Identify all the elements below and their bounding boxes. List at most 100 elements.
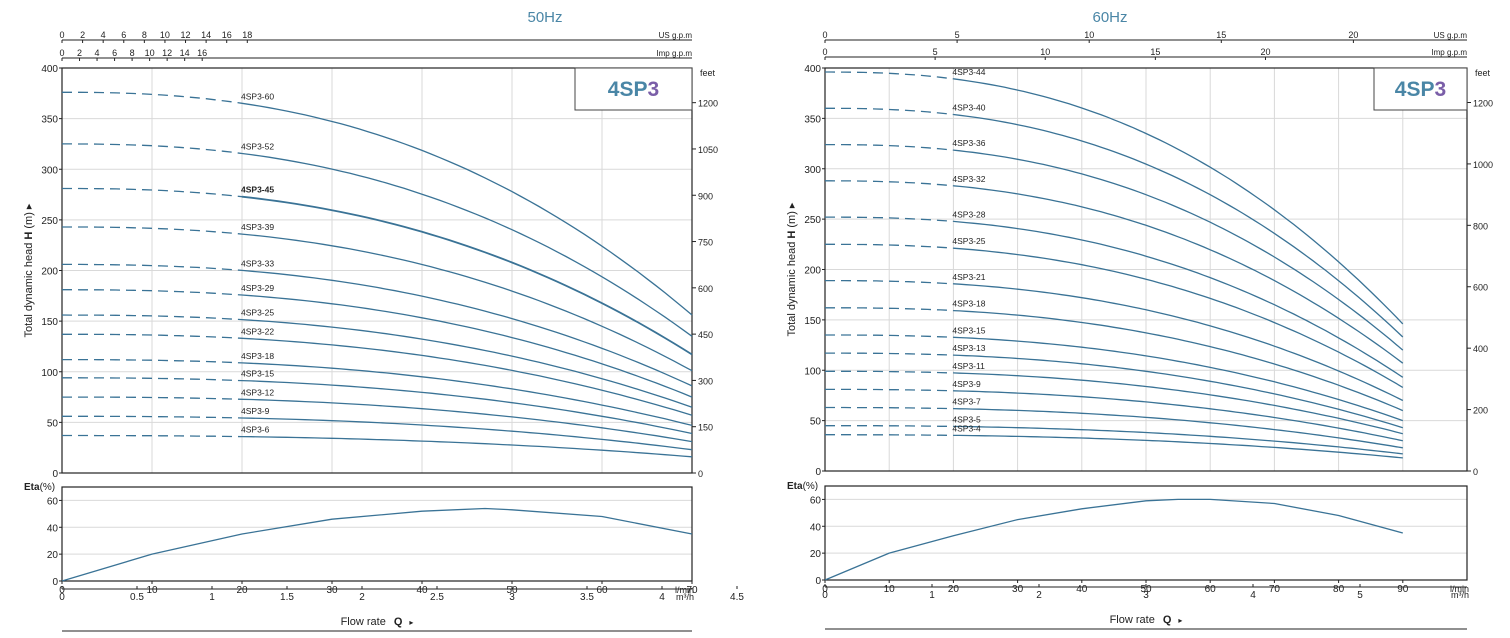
curve-dashed-4sp3-33 bbox=[62, 263, 243, 272]
curve-dashed-4sp3-15 bbox=[825, 334, 954, 338]
curve-4sp3-7 bbox=[953, 407, 1403, 449]
us-gpm-tick-label: 8 bbox=[142, 30, 147, 40]
curve-4sp3-25 bbox=[241, 318, 693, 408]
curve-dashed-4sp3-44 bbox=[825, 71, 954, 80]
curve-4sp3-25 bbox=[953, 247, 1404, 388]
feet-tick-label: 1200 bbox=[698, 99, 718, 109]
feet-tick-label: 600 bbox=[1473, 283, 1488, 293]
y-tick-label: 50 bbox=[810, 417, 822, 428]
curve-label-4sp3-12: 4SP3-12 bbox=[241, 387, 274, 397]
curve-4sp3-5 bbox=[953, 425, 1403, 455]
imp-gpm-tick-label: 5 bbox=[933, 47, 938, 57]
lmin-tick-label: 40 bbox=[1076, 584, 1088, 595]
curve-dashed-4sp3-22 bbox=[62, 333, 243, 339]
x-axis-label: Flow rate Q ▸ bbox=[341, 616, 414, 628]
eta-tick-label: 40 bbox=[47, 523, 59, 534]
us-gpm-tick-label: 4 bbox=[101, 30, 106, 40]
imp-gpm-tick-label: 12 bbox=[162, 48, 172, 58]
m3h-tick-label: 2 bbox=[359, 592, 365, 603]
lmin-tick-label: 40 bbox=[416, 585, 428, 596]
curve-4sp3-45 bbox=[241, 195, 693, 356]
m3h-tick-label: 0 bbox=[59, 592, 65, 603]
curve-dashed-4sp3-21 bbox=[825, 279, 954, 285]
us-gpm-tick-label: 10 bbox=[1084, 30, 1094, 40]
y-tick-label: 150 bbox=[41, 317, 58, 328]
x-axis-arrow: ▸ bbox=[409, 618, 413, 627]
eta-tick-label: 40 bbox=[810, 522, 822, 533]
us-gpm-label: US g.p.m bbox=[1434, 31, 1468, 40]
efficiency-curve bbox=[824, 498, 1403, 581]
curve-4sp3-21 bbox=[953, 283, 1404, 402]
eta-axis-label-unit: (%) bbox=[40, 482, 56, 493]
model-logo-box bbox=[1373, 67, 1468, 111]
lmin-tick-label: 60 bbox=[1205, 584, 1217, 595]
curve-dashed-4sp3-25 bbox=[61, 314, 243, 321]
curve-dashed-4sp3-13 bbox=[825, 352, 954, 356]
imp-gpm-tick-label: 10 bbox=[145, 48, 155, 58]
feet-tick-label: 1050 bbox=[698, 145, 718, 155]
curve-dashed-4sp3-5 bbox=[825, 425, 954, 428]
feet-tick-label: 800 bbox=[1473, 221, 1488, 231]
eta-axis-label-unit: (%) bbox=[803, 481, 819, 492]
eta-axis-label-text: Eta bbox=[24, 482, 40, 493]
y-tick-label: 100 bbox=[804, 366, 821, 377]
curve-label-4sp3-60: 4SP3-60 bbox=[241, 91, 274, 101]
m3h-tick-label: 3.5 bbox=[580, 592, 594, 603]
curve-dashed-4sp3-60 bbox=[62, 91, 243, 104]
curve-4sp3-32 bbox=[953, 185, 1404, 364]
y-axis-label-text: Total dynamic head bbox=[786, 239, 798, 337]
imp-gpm-tick-label: 20 bbox=[1260, 47, 1270, 57]
m3h-tick-label: 5 bbox=[1357, 590, 1363, 601]
y-axis-label-symbol: H bbox=[786, 231, 798, 239]
curve-dashed-4sp3-15 bbox=[62, 377, 243, 382]
curve-label-4sp3-6: 4SP3-6 bbox=[241, 425, 270, 435]
imp-gpm-tick-label: 0 bbox=[59, 48, 64, 58]
curve-4sp3-52 bbox=[241, 152, 693, 337]
model-logo-text: 4SP bbox=[608, 78, 648, 101]
curve-dashed-4sp3-39 bbox=[62, 226, 243, 235]
curve-4sp3-11 bbox=[953, 372, 1403, 435]
m3h-tick-label: 4 bbox=[1250, 590, 1256, 601]
curve-label-4sp3-40: 4SP3-40 bbox=[952, 102, 985, 112]
eta-tick-label: 60 bbox=[47, 496, 59, 507]
lmin-tick-label: 60 bbox=[596, 585, 608, 596]
feet-tick-label: 150 bbox=[698, 423, 713, 433]
curve-label-4sp3-15: 4SP3-15 bbox=[952, 325, 985, 335]
imp-gpm-tick-label: 14 bbox=[180, 48, 190, 58]
feet-tick-label: 750 bbox=[698, 238, 713, 248]
y-tick-label: 400 bbox=[804, 64, 821, 75]
feet-axis-label: feet bbox=[1475, 68, 1491, 78]
us-gpm-tick-label: 16 bbox=[222, 30, 232, 40]
model-logo: 4SP3 bbox=[1395, 78, 1446, 101]
curve-label-4sp3-18: 4SP3-18 bbox=[241, 351, 274, 361]
feet-tick-label: 1000 bbox=[1473, 160, 1493, 170]
curve-label-4sp3-33: 4SP3-33 bbox=[241, 258, 274, 268]
y-axis-label-unit: (m) ▸ bbox=[786, 202, 798, 231]
imp-gpm-tick-label: 10 bbox=[1040, 47, 1050, 57]
y-tick-label: 200 bbox=[804, 266, 821, 277]
imp-gpm-tick-label: 16 bbox=[197, 48, 207, 58]
model-logo-text: 4SP bbox=[1395, 78, 1435, 101]
curve-label-4sp3-9: 4SP3-9 bbox=[952, 379, 981, 389]
efficiency-curve bbox=[61, 507, 693, 582]
curve-label-4sp3-32: 4SP3-32 bbox=[952, 174, 985, 184]
imp-gpm-tick-label: 6 bbox=[112, 48, 117, 58]
curve-dashed-4sp3-7 bbox=[825, 406, 954, 410]
feet-tick-label: 450 bbox=[698, 330, 713, 340]
y-tick-label: 50 bbox=[47, 418, 59, 429]
chart-title: 60Hz bbox=[1092, 9, 1127, 26]
lmin-tick-label: 80 bbox=[1333, 584, 1345, 595]
m3h-tick-label: 4 bbox=[659, 592, 665, 603]
m3h-tick-label: 1.5 bbox=[280, 592, 294, 603]
m3h-tick-label: 4.5 bbox=[730, 592, 744, 603]
curve-dashed-4sp3-4 bbox=[825, 434, 954, 437]
y-tick-label: 350 bbox=[41, 115, 58, 126]
curve-4sp3-22 bbox=[241, 337, 693, 416]
curve-4sp3-15 bbox=[241, 379, 693, 435]
curve-dashed-4sp3-36 bbox=[825, 143, 954, 151]
us-gpm-tick-label: 14 bbox=[201, 30, 211, 40]
imp-gpm-tick-label: 8 bbox=[130, 48, 135, 58]
curve-label-4sp3-4: 4SP3-4 bbox=[952, 423, 981, 433]
us-gpm-tick-label: 20 bbox=[1348, 30, 1358, 40]
